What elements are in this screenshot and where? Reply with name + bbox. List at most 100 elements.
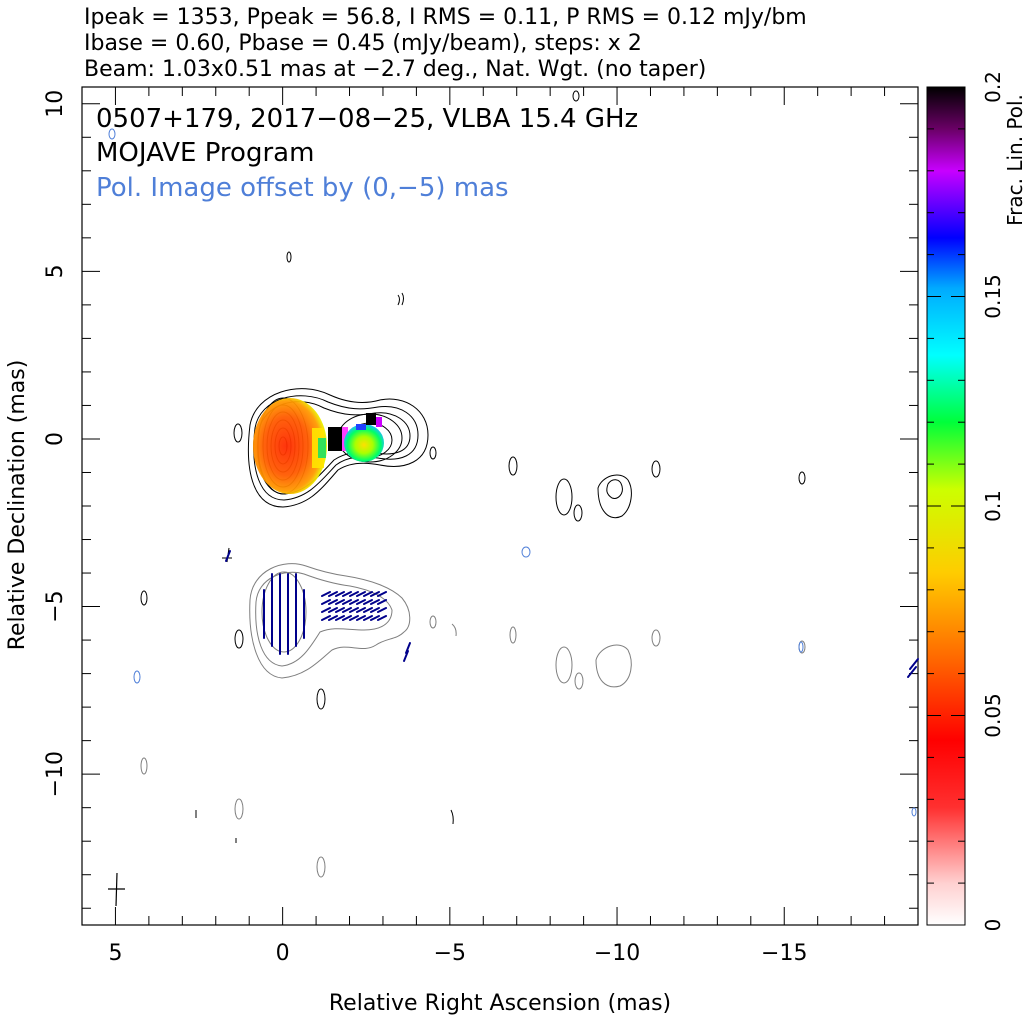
high-pol-pixel — [366, 413, 376, 425]
evpa-tick — [342, 599, 352, 605]
core-contour-outer — [247, 388, 429, 508]
evpa-tick — [907, 666, 917, 678]
x-tick-label: −5 — [434, 941, 466, 966]
x-tick-label: −15 — [761, 941, 807, 966]
colorbar-tick-label: 0.2 — [981, 71, 1005, 103]
noise-contour — [606, 479, 623, 499]
evpa-tick — [321, 615, 331, 621]
evpa-tick — [342, 607, 352, 613]
noise-contour — [508, 456, 518, 476]
evpa-tick — [370, 591, 380, 597]
fractional-polarization-image — [253, 398, 384, 494]
noise-contour — [316, 688, 326, 710]
total-intensity-contours — [140, 90, 806, 843]
axis-ticks — [81, 87, 919, 925]
y-tick-label: −5 — [43, 590, 68, 622]
evpa-tick — [370, 615, 380, 621]
noise-contour — [572, 90, 580, 102]
x-tick-labels: 5 0 −5 −10 −15 — [108, 941, 807, 966]
evpa-tick — [370, 599, 380, 605]
evpa-tick — [321, 607, 331, 613]
high-pol-pixel — [328, 427, 342, 451]
evpa-tick — [356, 615, 366, 621]
y-tick-label: 5 — [43, 264, 68, 278]
blue-noise — [911, 807, 917, 817]
evpa-vectors — [225, 550, 919, 678]
noise-contour — [234, 629, 244, 649]
pol-noise — [595, 644, 632, 688]
noise-contour — [597, 474, 632, 519]
noise-contour — [397, 292, 404, 306]
pol-noise — [509, 626, 517, 644]
evpa-tick — [377, 591, 387, 597]
pol-noise — [651, 629, 661, 647]
evpa-tick — [328, 599, 338, 605]
evpa-tick — [377, 599, 387, 605]
y-tick-labels: 10 5 0 −5 −10 — [43, 90, 68, 798]
evpa-tick — [335, 599, 345, 605]
evpa-tick — [335, 607, 345, 613]
x-axis-label: Relative Right Ascension (mas) — [329, 991, 671, 1016]
evpa-tick — [363, 591, 373, 597]
pol-noise — [429, 615, 437, 629]
core-polarization-patch — [253, 398, 327, 494]
pol-contour-2 — [255, 571, 393, 667]
blue-noise-contours — [108, 128, 917, 817]
core-edge-patch — [318, 438, 326, 458]
y-axis-label: Relative Declination (mas) — [5, 360, 30, 651]
noise-contour — [555, 478, 573, 516]
pol-noise — [555, 646, 573, 684]
pol-contour-inner — [261, 571, 307, 653]
plot-title: 0507+179, 2017−08−25, VLBA 15.4 GHz — [96, 104, 638, 134]
colorbar-ticks: 0 0.05 0.1 0.15 0.2 — [927, 71, 1005, 931]
beam-marker — [108, 872, 125, 907]
noise-contour — [140, 590, 148, 606]
evpa-tick — [403, 650, 409, 662]
evpa-tick — [363, 607, 373, 613]
evpa-tick — [342, 615, 352, 621]
colorbar-tick-label: 0.15 — [981, 274, 1005, 319]
evpa-tick — [335, 591, 345, 597]
noise-contour — [429, 446, 437, 460]
high-pol-pixel — [356, 424, 366, 430]
evpa-tick — [377, 615, 387, 621]
colorbar-tick-label: 0 — [981, 919, 1005, 932]
evpa-tick — [328, 615, 338, 621]
evpa-tick — [328, 591, 338, 597]
polarized-intensity-contours — [140, 563, 806, 878]
core-contour-2 — [253, 395, 419, 501]
evpa-tick — [225, 550, 231, 562]
evpa-tick — [363, 599, 373, 605]
evpa-tick — [349, 599, 359, 605]
y-tick-label: −10 — [43, 751, 68, 797]
noise-contour — [798, 471, 806, 485]
blue-noise — [521, 546, 531, 558]
evpa-tick — [370, 607, 380, 613]
evpa-tick — [349, 607, 359, 613]
evpa-tick — [321, 591, 331, 597]
noise-contour — [286, 251, 292, 263]
header-line-1: Ipeak = 1353, Ppeak = 56.8, I RMS = 0.11… — [84, 5, 807, 30]
evpa-tick — [356, 591, 366, 597]
evpa-tick — [377, 607, 387, 613]
pol-noise — [316, 856, 326, 878]
evpa-tick — [356, 599, 366, 605]
evpa-tick — [405, 642, 411, 654]
evpa-tick — [349, 591, 359, 597]
plot-frame — [81, 86, 919, 926]
colorbar-tick-label: 0.1 — [981, 490, 1005, 522]
evpa-tick — [335, 615, 345, 621]
y-tick-label: 10 — [43, 90, 68, 118]
evpa-tick — [342, 591, 352, 597]
evpa-tick — [909, 658, 919, 670]
colorbar-label: Frac. Lin. Pol. — [1003, 94, 1027, 226]
noise-contour — [450, 809, 454, 825]
header-line-3: Beam: 1.03x0.51 mas at −2.7 deg., Nat. W… — [84, 57, 706, 82]
pol-noise — [451, 623, 457, 637]
x-tick-label: 0 — [276, 941, 290, 966]
noise-contour — [651, 460, 661, 478]
evpa-tick — [363, 615, 373, 621]
evpa-tick — [356, 607, 366, 613]
evpa-tick — [328, 607, 338, 613]
